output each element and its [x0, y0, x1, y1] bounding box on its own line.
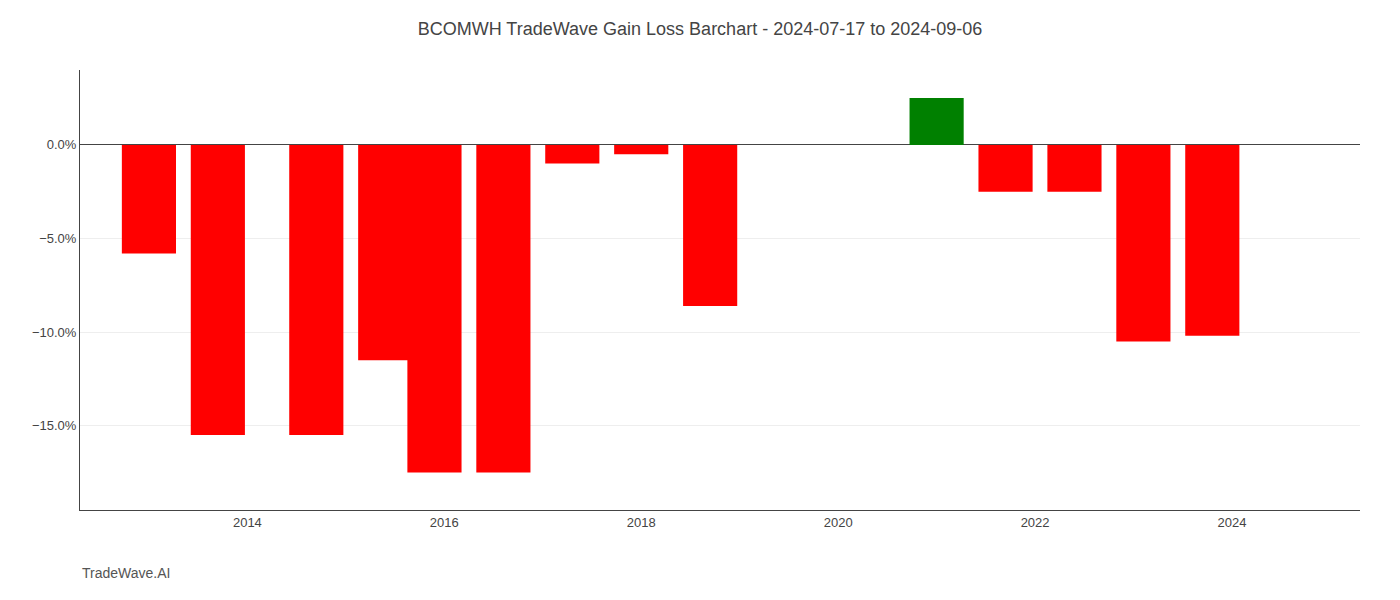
svg-text:BCOMWH TradeWave Gain Loss Bar: BCOMWH TradeWave Gain Loss Barchart - 20… [418, 19, 983, 39]
svg-text:2016: 2016 [430, 515, 459, 530]
svg-text:−15.0%: −15.0% [32, 418, 77, 433]
svg-text:2018: 2018 [627, 515, 656, 530]
svg-text:−10.0%: −10.0% [32, 325, 77, 340]
svg-text:−5.0%: −5.0% [39, 231, 77, 246]
svg-text:0.0%: 0.0% [47, 137, 77, 152]
svg-text:2014: 2014 [233, 515, 262, 530]
svg-text:2024: 2024 [1218, 515, 1247, 530]
svg-text:2022: 2022 [1021, 515, 1050, 530]
svg-text:2020: 2020 [824, 515, 853, 530]
svg-text:TradeWave.AI: TradeWave.AI [82, 565, 170, 581]
